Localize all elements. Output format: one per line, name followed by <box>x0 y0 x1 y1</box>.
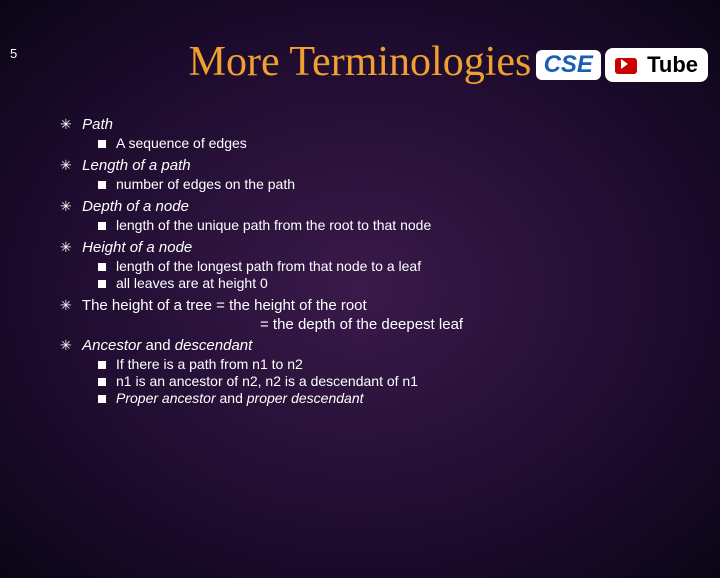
list-item: n1 is an ancestor of n2, n2 is a descend… <box>98 373 720 389</box>
star-bullet-icon: ✳ <box>60 116 78 133</box>
term-length: ✳ Length of a path <box>60 157 720 174</box>
sub-list: If there is a path from n1 to n2 n1 is a… <box>98 356 720 406</box>
term-depth: ✳ Depth of a node <box>60 198 720 215</box>
sub-part-mid: and <box>216 390 247 406</box>
logo-container: CSE Tube <box>536 48 708 82</box>
slide-number: 5 <box>10 46 17 61</box>
term-label: Depth of a node <box>82 198 189 215</box>
sub-list: number of edges on the path <box>98 176 720 192</box>
list-item: Proper ancestor and proper descendant <box>98 390 720 406</box>
term-label: Length of a path <box>82 157 190 174</box>
term-ancestor: ✳ Ancestor and descendant <box>60 337 720 354</box>
sub-text: n1 is an ancestor of n2, n2 is a descend… <box>116 373 720 389</box>
sub-list: length of the unique path from the root … <box>98 217 720 233</box>
list-item: number of edges on the path <box>98 176 720 192</box>
square-bullet-icon <box>98 378 106 386</box>
square-bullet-icon <box>98 280 106 288</box>
term-label: Ancestor and descendant <box>82 337 252 354</box>
star-bullet-icon: ✳ <box>60 337 78 354</box>
term-part-mid: and <box>141 337 174 354</box>
square-bullet-icon <box>98 140 106 148</box>
sub-text: If there is a path from n1 to n2 <box>116 356 720 372</box>
term-part-a: Ancestor <box>82 337 141 354</box>
sub-text: all leaves are at height 0 <box>116 275 720 291</box>
star-bullet-icon: ✳ <box>60 297 78 314</box>
term-path: ✳ Path <box>60 116 720 133</box>
sub-part-a: Proper ancestor <box>116 390 216 406</box>
list-item: If there is a path from n1 to n2 <box>98 356 720 372</box>
term-label: Path <box>82 116 113 133</box>
term-label: Height of a node <box>82 239 192 256</box>
logo-cse: CSE <box>536 50 601 80</box>
list-item: length of the unique path from the root … <box>98 217 720 233</box>
sub-text: A sequence of edges <box>116 135 720 151</box>
sub-text: length of the longest path from that nod… <box>116 258 720 274</box>
star-bullet-icon: ✳ <box>60 198 78 215</box>
logo-tube-text: Tube <box>647 52 698 77</box>
square-bullet-icon <box>98 222 106 230</box>
term-label: The height of a tree = the height of the… <box>82 297 367 314</box>
term-height-tree: ✳ The height of a tree = the height of t… <box>60 297 720 314</box>
extra-line: = the depth of the deepest leaf <box>260 316 720 333</box>
sub-list: A sequence of edges <box>98 135 720 151</box>
logo-tube: Tube <box>605 48 708 82</box>
star-bullet-icon: ✳ <box>60 239 78 256</box>
sub-part-b: proper descendant <box>247 390 364 406</box>
square-bullet-icon <box>98 181 106 189</box>
star-bullet-icon: ✳ <box>60 157 78 174</box>
list-item: length of the longest path from that nod… <box>98 258 720 274</box>
square-bullet-icon <box>98 263 106 271</box>
sub-text: length of the unique path from the root … <box>116 217 720 233</box>
term-part-b: descendant <box>175 337 253 354</box>
play-icon <box>621 59 628 69</box>
sub-list: length of the longest path from that nod… <box>98 258 720 291</box>
sub-text: Proper ancestor and proper descendant <box>116 390 720 406</box>
term-height-node: ✳ Height of a node <box>60 239 720 256</box>
list-item: all leaves are at height 0 <box>98 275 720 291</box>
content-area: ✳ Path A sequence of edges ✳ Length of a… <box>60 116 720 406</box>
square-bullet-icon <box>98 361 106 369</box>
logo-cse-text: CSE <box>544 54 593 76</box>
sub-text: number of edges on the path <box>116 176 720 192</box>
square-bullet-icon <box>98 395 106 403</box>
list-item: A sequence of edges <box>98 135 720 151</box>
